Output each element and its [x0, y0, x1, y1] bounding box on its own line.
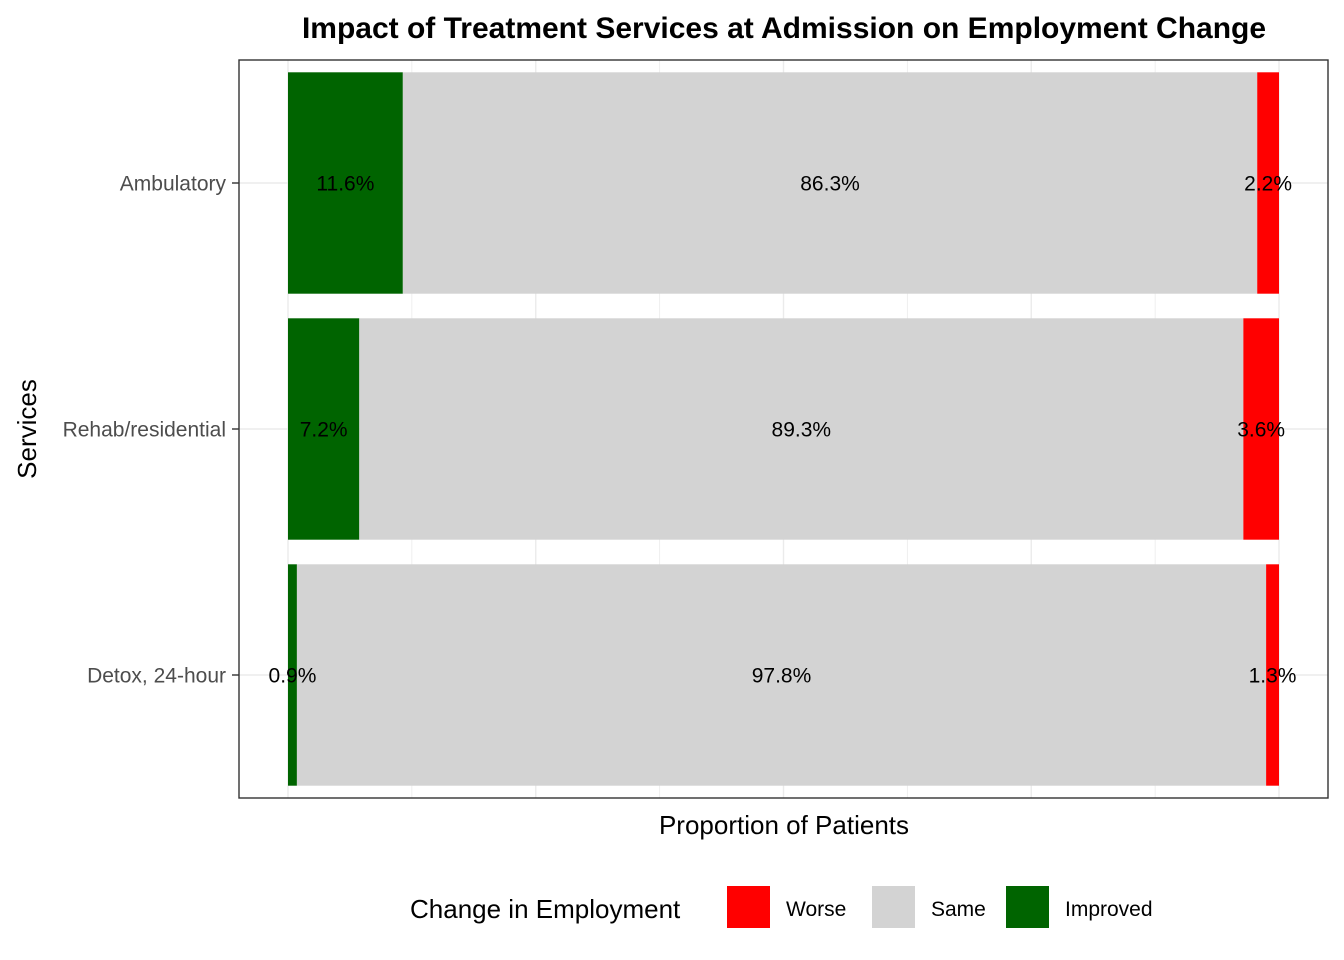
legend-key-improved: [1006, 886, 1049, 928]
y-tick-label: Detox, 24-hour: [87, 665, 226, 688]
bar-value-label: 1.3%: [1249, 665, 1297, 688]
bar-same: [296, 564, 1267, 786]
bar-improved: [288, 564, 297, 786]
y-tick-label: Rehab/residential: [63, 419, 226, 442]
legend-label-same: Same: [931, 898, 986, 921]
bar-value-label: 11.6%: [316, 173, 374, 196]
bar-worse: [1257, 72, 1279, 294]
bar-improved: [288, 318, 360, 540]
bar-worse: [1266, 564, 1279, 786]
y-tick-label: Ambulatory: [120, 173, 227, 196]
bar-value-label: 0.9%: [269, 665, 317, 688]
bars: [288, 72, 1279, 786]
bar-value-label: 89.3%: [772, 419, 832, 442]
bar-value-label: 7.2%: [300, 419, 348, 442]
legend-key-same: [872, 886, 915, 928]
x-axis-title: Proportion of Patients: [659, 810, 909, 840]
bar-improved: [288, 72, 403, 294]
chart-title: Impact of Treatment Services at Admissio…: [302, 12, 1266, 45]
bar-value-label: 97.8%: [752, 665, 812, 688]
legend-label-worse: Worse: [786, 898, 846, 921]
legend-title: Change in Employment: [410, 894, 681, 924]
legend-key-worse: [727, 886, 770, 928]
bar-value-label: 2.2%: [1244, 173, 1292, 196]
legend-label-improved: Improved: [1065, 898, 1153, 921]
y-axis-ticks: Ambulatory Rehab/residential Detox, 24-hou…: [63, 173, 239, 688]
bar-same: [402, 72, 1258, 294]
bar-worse: [1243, 318, 1279, 540]
y-axis-title: Services: [12, 379, 42, 479]
bar-same: [359, 318, 1244, 540]
bar-value-label: 3.6%: [1237, 419, 1285, 442]
bar-value-label: 86.3%: [800, 173, 860, 196]
bar-labels: 11.6% 86.3% 2.2% 7.2% 89.3% 3.6% 0.9% 97.8% 1.3%: [269, 173, 1297, 688]
legend: Change in Employment Worse Same Improved: [410, 886, 1153, 928]
